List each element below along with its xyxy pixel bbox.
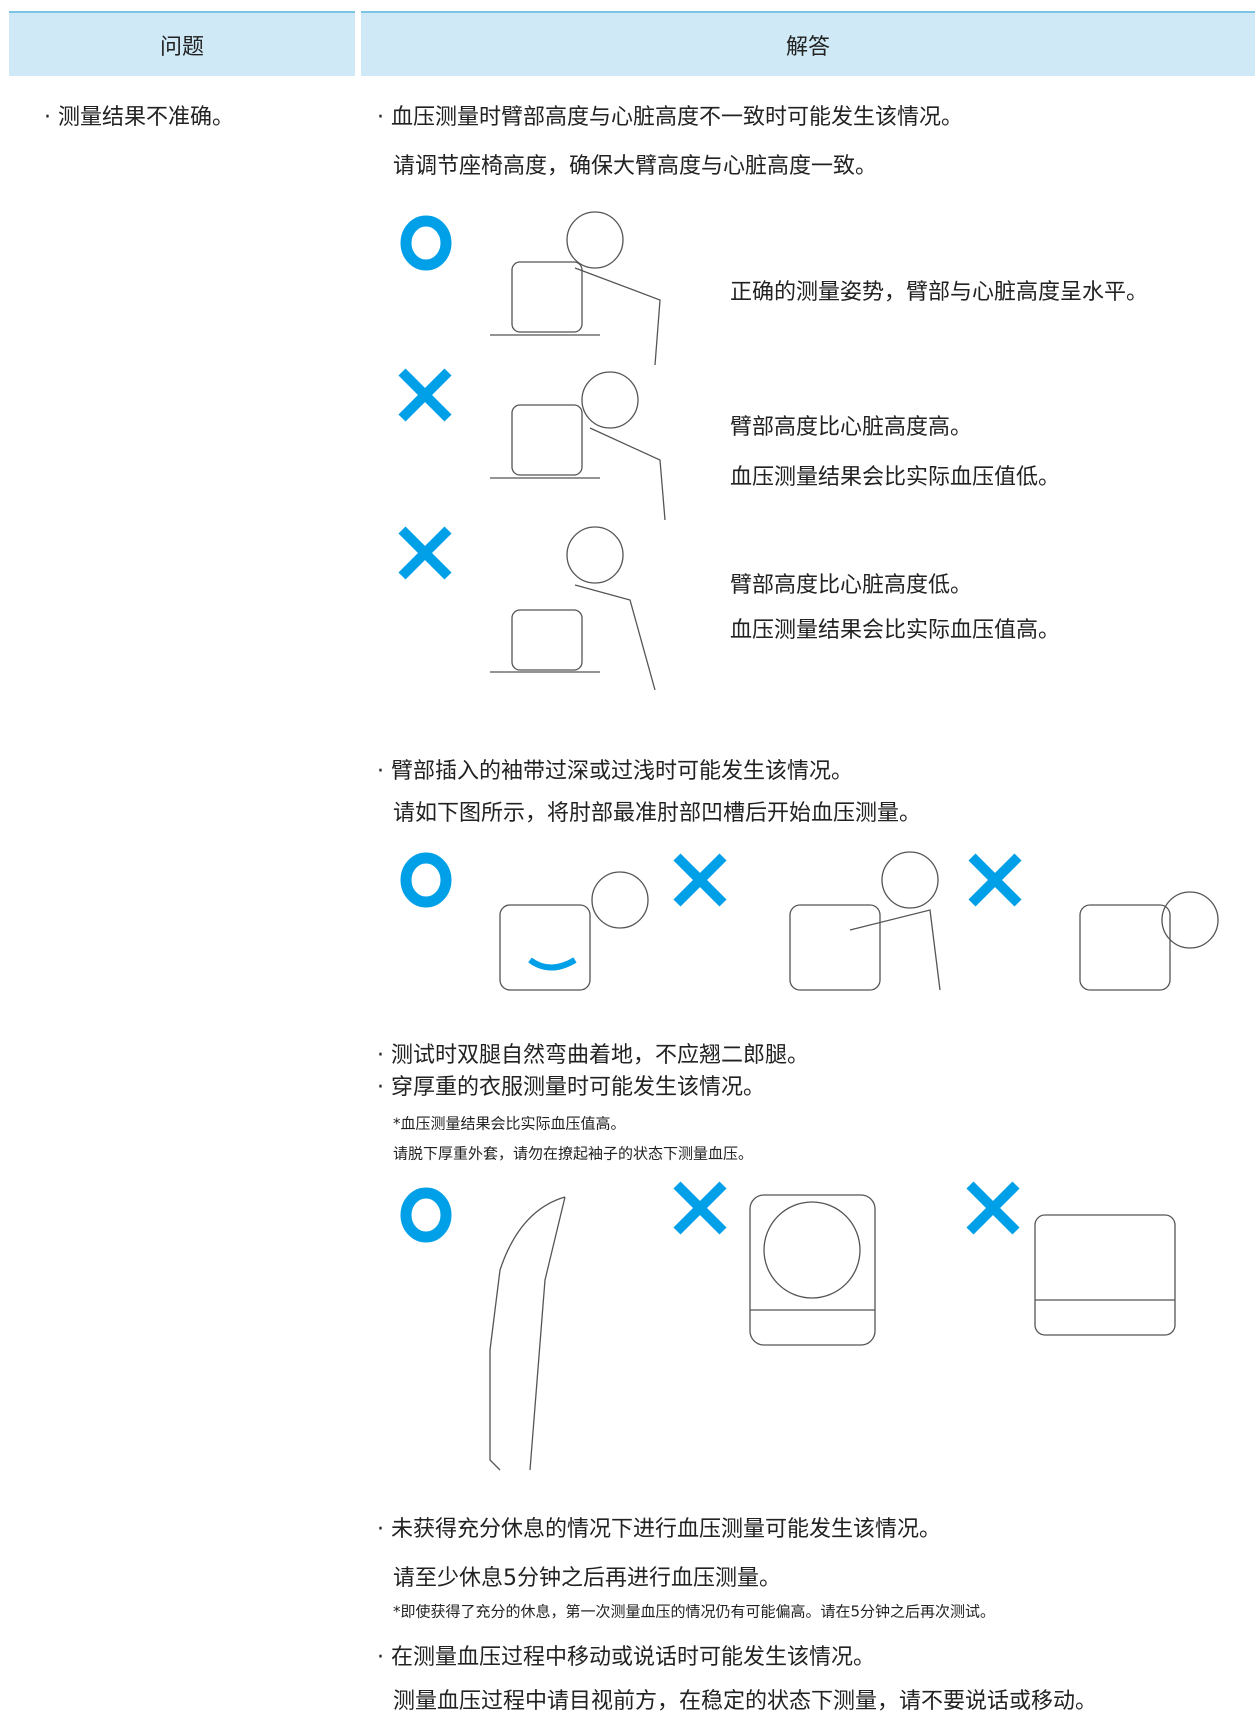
answer-line: · 血压测量时臂部高度与心脏高度不一致时可能发生该情况。 bbox=[377, 105, 963, 130]
caption: 血压测量结果会比实际血压值高。 bbox=[730, 618, 1061, 643]
answer-line: 请如下图所示，将肘部最准肘部凹槽后开始血压测量。 bbox=[393, 801, 922, 826]
answer-line: · 在测量血压过程中移动或说话时可能发生该情况。 bbox=[377, 1645, 875, 1670]
caption: 臂部高度比心脏高度高。 bbox=[730, 415, 973, 440]
row1 bbox=[398, 211, 666, 691]
caption: 臂部高度比心脏高度低。 bbox=[730, 573, 973, 598]
answer-line: · 未获得充分休息的情况下进行血压测量可能发生该情况。 bbox=[377, 1517, 941, 1542]
caption: 血压测量结果会比实际血压值低。 bbox=[730, 465, 1061, 490]
answer-line: 请至少休息5分钟之后再进行血压测量。 bbox=[393, 1566, 781, 1591]
answer-line: 请调节座椅高度，确保大臂高度与心脏高度一致。 bbox=[393, 154, 878, 179]
note: *即使获得了充分的休息，第一次测量血压的情况仍有可能偏高。请在5分钟之后再次测试… bbox=[393, 1602, 996, 1621]
caption: 正确的测量姿势，臂部与心脏高度呈水平。 bbox=[730, 280, 1149, 305]
answer-line: 测量血压过程中请目视前方，在稳定的状态下测量，请不要说话或移动。 bbox=[393, 1689, 1098, 1714]
note: 请脱下厚重外套，请勿在撩起袖子的状态下测量血压。 bbox=[393, 1144, 754, 1163]
question: · 测量结果不准确。 bbox=[44, 105, 234, 130]
header-cell: 问题 bbox=[9, 11, 355, 76]
note: *血压测量结果会比实际血压值高。 bbox=[393, 1114, 626, 1133]
answer-line: · 测试时双腿自然弯曲着地，不应翘二郎腿。 bbox=[377, 1043, 809, 1068]
row3 bbox=[400, 1181, 1176, 1471]
row2 bbox=[400, 851, 1219, 991]
answer-line: · 穿厚重的衣服测量时可能发生该情况。 bbox=[377, 1075, 765, 1100]
header-cell: 解答 bbox=[361, 11, 1255, 76]
answer-line: · 臂部插入的袖带过深或过浅时可能发生该情况。 bbox=[377, 759, 853, 784]
